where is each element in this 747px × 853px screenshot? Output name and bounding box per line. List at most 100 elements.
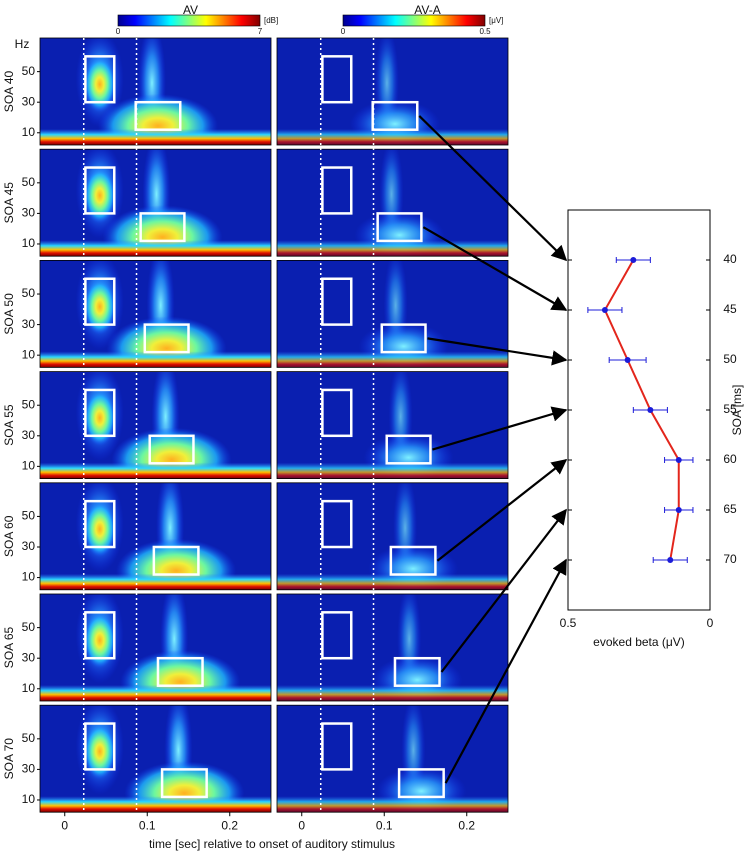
panel-frame xyxy=(276,704,509,813)
y-tick-label: 10 xyxy=(22,570,36,584)
y-tick-label: 30 xyxy=(22,94,36,108)
x-axis-label: time [sec] relative to onset of auditory… xyxy=(149,837,395,851)
y-tick-label: 50 xyxy=(22,731,36,745)
colorbar-unit: [dB] xyxy=(264,16,278,25)
activity xyxy=(111,427,232,479)
spectrogram-panel xyxy=(39,37,272,146)
late-window xyxy=(160,768,208,799)
early-window xyxy=(84,611,116,660)
panel-frame xyxy=(39,704,272,813)
panel-frame xyxy=(39,148,272,257)
activity xyxy=(116,538,237,590)
panel-frame xyxy=(276,371,509,480)
row-label: SOA 60 xyxy=(2,515,16,557)
y-tick-label: 10 xyxy=(22,792,36,806)
row-label: SOA 50 xyxy=(2,293,16,335)
y-tick-label: 65 xyxy=(723,502,737,516)
late-window xyxy=(380,323,427,354)
row-label: SOA 65 xyxy=(2,627,16,669)
spectrogram-panel xyxy=(39,148,272,257)
spectrogram-panel xyxy=(276,482,509,591)
low-frequency-band xyxy=(40,129,271,145)
spectrogram-panel xyxy=(39,704,272,813)
early-window xyxy=(321,166,353,215)
x-tick-label: 0.2 xyxy=(221,818,238,832)
late-window xyxy=(148,434,195,465)
early-window xyxy=(84,499,116,549)
colorbar-tick-label: 0 xyxy=(341,27,346,36)
data-point xyxy=(647,407,654,413)
data-point xyxy=(675,507,682,513)
colorbar xyxy=(117,14,261,27)
arrow xyxy=(422,226,568,311)
activity xyxy=(83,167,116,224)
spectrogram-panel xyxy=(39,482,272,591)
row-label: SOA 40 xyxy=(2,71,16,113)
spectrogram-panel xyxy=(276,148,509,257)
y-tick-label: 10 xyxy=(22,347,36,361)
row-label: SOA 70 xyxy=(2,738,16,780)
low-frequency-band xyxy=(277,796,508,813)
y-tick-label: 10 xyxy=(22,236,36,250)
panel-content xyxy=(277,149,508,257)
column-title: AV xyxy=(183,3,198,17)
y-tick-label: 50 xyxy=(22,509,36,523)
x-tick-label: 0.5 xyxy=(560,616,577,630)
y-tick-label: 30 xyxy=(22,317,36,331)
panel-content xyxy=(40,371,271,479)
low-frequency-band xyxy=(277,240,508,257)
panel-content xyxy=(277,594,508,701)
colorbar-tick-label: 7 xyxy=(258,27,263,36)
y-tick-label: 30 xyxy=(22,650,36,664)
spectrogram-panel xyxy=(276,371,509,480)
early-window xyxy=(84,277,116,326)
y-tick-label: 50 xyxy=(22,175,36,189)
late-window xyxy=(397,768,445,799)
data-point xyxy=(667,557,674,563)
activity xyxy=(83,278,116,335)
low-frequency-band xyxy=(277,129,508,145)
low-frequency-band xyxy=(40,685,271,701)
x-tick-label: 0.1 xyxy=(139,818,156,832)
x-tick-label: 0.2 xyxy=(458,818,475,832)
row-label: SOA 45 xyxy=(2,182,16,224)
y-tick-label: 50 xyxy=(22,620,36,634)
activity xyxy=(83,723,116,780)
y-tick-label: 40 xyxy=(723,252,737,266)
low-frequency-band xyxy=(40,351,271,368)
panel-content xyxy=(40,482,271,590)
spectrogram-panel xyxy=(276,593,509,702)
activity xyxy=(83,501,116,558)
panel-content xyxy=(40,260,271,368)
panel-frame xyxy=(276,37,509,146)
x-tick-label: 0 xyxy=(61,818,68,832)
x-tick-label: 0.1 xyxy=(376,818,393,832)
y-tick-label: 50 xyxy=(22,397,36,411)
late-window xyxy=(385,434,432,465)
early-window xyxy=(321,388,353,438)
activity xyxy=(97,93,218,145)
x-tick-label: 0 xyxy=(707,616,714,630)
panel-content xyxy=(277,705,508,813)
colorbar-tick-label: 0 xyxy=(116,27,121,36)
panel-frame xyxy=(39,259,272,368)
row-label: SOA 55 xyxy=(2,404,16,446)
arrow xyxy=(436,459,568,562)
activity xyxy=(124,761,245,813)
x-tick-label: 0 xyxy=(298,818,305,832)
spectrogram-panel xyxy=(276,704,509,813)
y-tick-label: 30 xyxy=(22,762,36,776)
arrow xyxy=(440,508,567,673)
y-tick-label: 50 xyxy=(723,352,737,366)
y-axis-unit: Hz xyxy=(15,37,30,51)
y-tick-label: 30 xyxy=(22,206,36,220)
panel-content xyxy=(40,38,271,145)
colorbar xyxy=(342,14,486,27)
arrow xyxy=(432,406,568,451)
low-frequency-band xyxy=(277,462,508,479)
y-tick-label: 30 xyxy=(22,539,36,553)
y-tick-label: 10 xyxy=(22,125,36,139)
early-window xyxy=(84,166,116,215)
y-tick-label: 10 xyxy=(22,681,36,695)
data-point xyxy=(675,457,682,463)
